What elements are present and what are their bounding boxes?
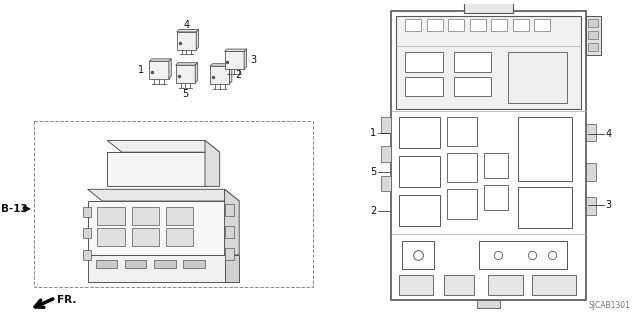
Polygon shape [195, 63, 198, 83]
Bar [175, 65, 195, 83]
Bar [381, 117, 391, 132]
Bar [225, 227, 234, 238]
Text: 5: 5 [182, 89, 189, 99]
Bar [225, 52, 244, 69]
Bar [97, 228, 125, 246]
Bar [447, 117, 477, 146]
Bar [399, 195, 440, 227]
Bar [479, 241, 566, 268]
Polygon shape [196, 29, 198, 50]
Bar [447, 189, 477, 219]
Bar [586, 197, 596, 215]
Bar [586, 16, 601, 55]
Bar [449, 19, 464, 31]
Bar [518, 188, 572, 228]
Bar [586, 163, 596, 180]
Bar [108, 152, 205, 186]
Bar [445, 275, 474, 295]
Text: B-13: B-13 [1, 204, 28, 214]
Bar [154, 260, 175, 268]
Bar [132, 207, 159, 225]
Bar [225, 248, 234, 260]
Polygon shape [244, 49, 246, 69]
Bar [405, 77, 442, 96]
Bar [464, 0, 513, 13]
Text: 3: 3 [250, 55, 256, 65]
Bar [177, 32, 196, 50]
Bar [405, 52, 442, 72]
Text: FR.: FR. [58, 295, 77, 305]
Bar [83, 207, 91, 217]
Bar [588, 31, 598, 39]
Bar [508, 52, 566, 103]
Bar [149, 61, 169, 79]
Polygon shape [175, 63, 198, 65]
Bar [484, 185, 508, 210]
Polygon shape [177, 29, 198, 32]
Bar [484, 153, 508, 178]
Bar [225, 204, 234, 216]
Bar [88, 255, 225, 282]
Bar [210, 66, 229, 84]
Bar [396, 16, 581, 109]
Bar [588, 43, 598, 51]
Bar [399, 275, 433, 295]
Bar [381, 146, 391, 162]
Bar [83, 228, 91, 238]
Bar [454, 77, 492, 96]
Polygon shape [149, 59, 172, 61]
Polygon shape [205, 140, 220, 186]
Text: 2: 2 [236, 70, 241, 80]
Polygon shape [169, 59, 172, 79]
Bar [405, 19, 421, 31]
Bar [132, 228, 159, 246]
Bar [97, 207, 125, 225]
Polygon shape [225, 255, 239, 282]
Bar [513, 19, 529, 31]
Polygon shape [225, 49, 246, 52]
Polygon shape [108, 140, 220, 152]
Text: SJCAB1301: SJCAB1301 [588, 300, 630, 309]
Bar [399, 117, 440, 148]
Bar [95, 260, 117, 268]
Bar [34, 121, 312, 287]
Polygon shape [88, 189, 239, 201]
Bar [184, 260, 205, 268]
Text: 1: 1 [138, 65, 145, 75]
Bar [381, 176, 391, 191]
Bar [488, 275, 523, 295]
Polygon shape [229, 64, 232, 84]
Bar [470, 19, 486, 31]
Bar [427, 19, 442, 31]
Bar [447, 153, 477, 182]
Polygon shape [225, 189, 239, 255]
Text: 3: 3 [606, 200, 612, 210]
Text: 4: 4 [183, 20, 189, 30]
Bar [588, 19, 598, 27]
Bar [454, 52, 492, 72]
Bar [83, 250, 91, 260]
Bar [88, 201, 225, 255]
Bar [518, 117, 572, 180]
Text: 1: 1 [370, 128, 376, 138]
Bar [492, 19, 507, 31]
Text: 2: 2 [370, 206, 376, 216]
Bar [125, 260, 147, 268]
Bar [166, 228, 193, 246]
Bar [391, 12, 586, 300]
Polygon shape [210, 64, 232, 66]
Text: 4: 4 [606, 129, 612, 139]
Text: 5: 5 [370, 167, 376, 177]
Bar [534, 19, 550, 31]
Bar [403, 241, 434, 268]
Bar [477, 300, 500, 308]
Bar [586, 124, 596, 141]
Bar [532, 275, 577, 295]
Bar [166, 207, 193, 225]
Bar [399, 156, 440, 188]
